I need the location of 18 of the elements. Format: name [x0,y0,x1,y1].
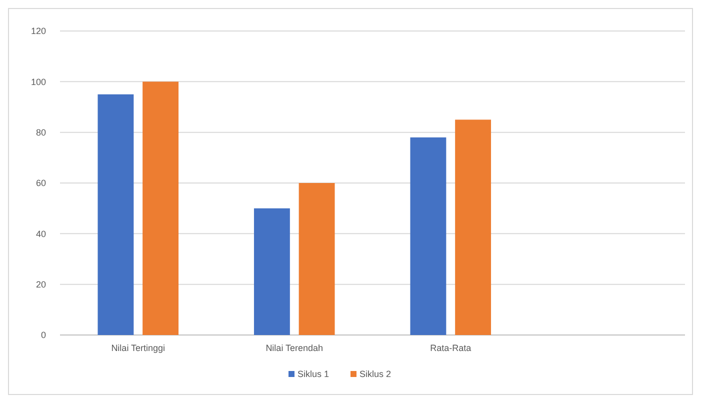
y-tick-label: 100 [30,76,46,87]
y-tick-label: 40 [36,228,46,239]
y-tick-label: 20 [36,279,46,290]
bar [254,208,290,335]
y-tick-label: 80 [36,127,46,138]
y-tick-label: 0 [40,330,46,340]
legend-label: Siklus 1 [298,369,330,379]
y-tick-label: 60 [36,178,46,188]
y-tick-label: 120 [30,26,46,36]
bar [142,82,179,335]
x-tick-label: Nilai Tertinggi [111,343,166,353]
x-tick-label: Nilai Terendah [266,343,324,353]
legend-label: Siklus 2 [360,369,392,379]
bar [455,120,492,335]
bar [410,137,446,335]
bar [298,183,335,335]
x-tick-label: Rata-Rata [430,343,472,353]
bar [98,94,134,335]
